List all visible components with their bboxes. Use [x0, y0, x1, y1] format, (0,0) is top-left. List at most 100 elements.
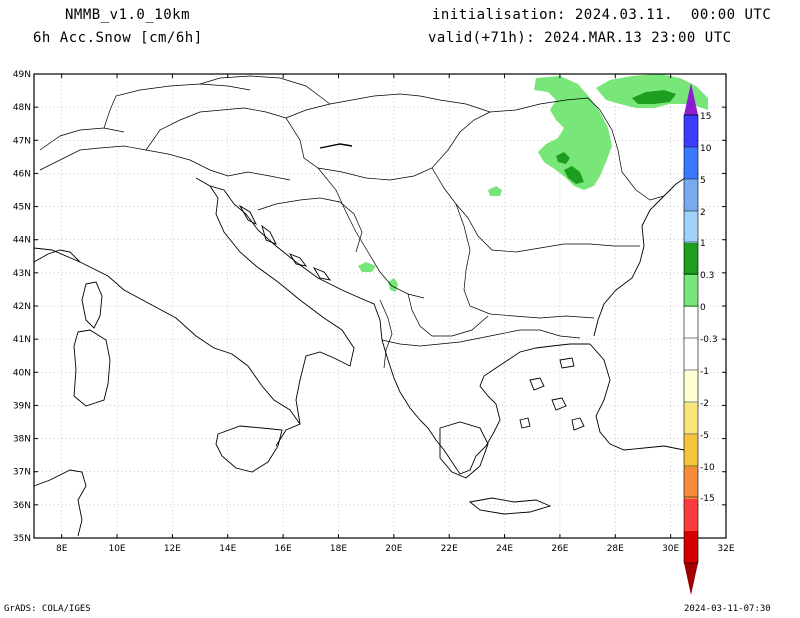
valid-time: valid(+71h): 2024.MAR.13 23:00 UTC: [428, 30, 732, 46]
czech-border: [199, 75, 331, 105]
colorbar-label: 5: [700, 176, 706, 186]
colorbar-label: -2: [700, 399, 709, 409]
switzerland-border: [39, 127, 125, 151]
lon-label: 22E: [441, 544, 458, 554]
lon-label: 30E: [662, 544, 679, 554]
lon-label: 12E: [164, 544, 181, 554]
ligurian-coast: [33, 249, 81, 263]
colorbar-box: [684, 275, 698, 307]
black-sea-coast: [593, 175, 689, 337]
lon-label: 32E: [717, 544, 734, 554]
lat-label: 45N: [13, 203, 31, 213]
germany-border: [103, 83, 251, 129]
colorbar-label: -1: [700, 367, 709, 377]
colorbar-label: -10: [700, 463, 715, 473]
colorbar: 15 10 5 2 1 0.3 0 -0.3 -1 -2 -5 -10 -15: [683, 83, 718, 595]
macedonia-border: [407, 293, 489, 337]
turkey-coast: [589, 343, 685, 451]
italy-east-coast: [195, 177, 355, 425]
colorbar-arrow-top: [684, 83, 698, 115]
lat-label: 39N: [13, 401, 31, 411]
aegean-island-4: [519, 417, 531, 429]
borders: [39, 75, 665, 369]
lon-label: 26E: [551, 544, 568, 554]
axis-ticks: 49N 48N 47N 46N 45N 44N 43N 42N 41N 40N 39N 38N 37N 3…: [13, 70, 735, 554]
colorbar-label: 1: [700, 239, 706, 249]
bulgaria-border: [455, 203, 595, 319]
init-time: initialisation: 2024.03.11. 00:00 UTC: [432, 7, 772, 23]
snow-areas: [358, 74, 708, 292]
colorbar-label: 15: [700, 112, 711, 122]
serbia-border: [317, 167, 425, 299]
footer-timestamp: 2024-03-11-07:30: [684, 604, 771, 614]
colorbar-box: [684, 179, 698, 211]
coastlines: [33, 175, 689, 537]
colorbar-label: 0: [700, 303, 706, 313]
snow-area-heavy-3: [556, 152, 570, 164]
colorbar-label: 0.3: [700, 271, 714, 281]
snow-area-heavy-2: [564, 166, 584, 184]
adriatic-east-coast: [209, 185, 421, 421]
lat-label: 43N: [13, 269, 31, 279]
lon-label: 18E: [330, 544, 347, 554]
colorbar-box: [684, 531, 698, 563]
lat-label: 42N: [13, 302, 31, 312]
aegean-island-3: [571, 417, 585, 431]
albania-border: [379, 299, 393, 369]
corsica: [81, 281, 103, 329]
gridlines: [34, 74, 726, 538]
slovakia-border: [285, 93, 441, 119]
colorbar-outline: [683, 114, 699, 564]
colorbar-box: [684, 371, 698, 403]
italy-west-coast: [33, 247, 301, 447]
africa-coast: [33, 469, 87, 537]
colorbar-label: 10: [700, 144, 712, 154]
lat-label: 40N: [13, 368, 31, 378]
aegean-island-5: [559, 357, 575, 369]
romania-border: [431, 167, 640, 253]
lat-label: 41N: [13, 335, 31, 345]
hungary-border: [285, 111, 491, 181]
colorbar-box: [684, 243, 698, 275]
croatian-island-1: [238, 204, 258, 226]
snow-area-moldova: [534, 76, 612, 190]
lon-label: 14E: [219, 544, 236, 554]
model-title: NMMB_v1.0_10km: [65, 7, 191, 23]
colorbar-label: -15: [700, 494, 715, 504]
lat-label: 44N: [13, 236, 31, 246]
greece-coast: [419, 343, 590, 475]
lon-label: 24E: [496, 544, 513, 554]
colorbar-label: 2: [700, 208, 706, 218]
lon-label: 28E: [607, 544, 624, 554]
austria-border: [145, 107, 287, 151]
lat-label: 46N: [13, 169, 31, 179]
aegean-island-2: [551, 397, 567, 411]
snow-area-kosovo: [388, 278, 398, 292]
snow-area-bulgaria: [488, 186, 502, 196]
lon-label: 8E: [56, 544, 68, 554]
lat-label: 49N: [13, 70, 31, 80]
crete: [468, 497, 552, 515]
alps-border: [39, 145, 291, 181]
lon-label: 16E: [275, 544, 292, 554]
croatian-island-4: [312, 267, 332, 281]
lat-label: 35N: [13, 534, 31, 544]
lat-label: 37N: [13, 468, 31, 478]
lon-label: 10E: [108, 544, 125, 554]
croatian-island-2: [261, 224, 277, 245]
snow-area-heavy-1: [632, 90, 676, 104]
lat-label: 47N: [13, 136, 31, 146]
peloponnese: [439, 421, 489, 479]
colorbar-box: [684, 435, 698, 467]
colorbar-label: -5: [700, 431, 709, 441]
sicily: [215, 425, 283, 473]
colorbar-box: [684, 115, 698, 147]
danube-river: [319, 143, 353, 149]
lat-label: 36N: [13, 501, 31, 511]
bosnia-border: [257, 197, 363, 253]
greece-border: [381, 329, 581, 347]
lat-label: 48N: [13, 103, 31, 113]
colorbar-box: [684, 467, 698, 499]
sardinia: [73, 329, 111, 407]
